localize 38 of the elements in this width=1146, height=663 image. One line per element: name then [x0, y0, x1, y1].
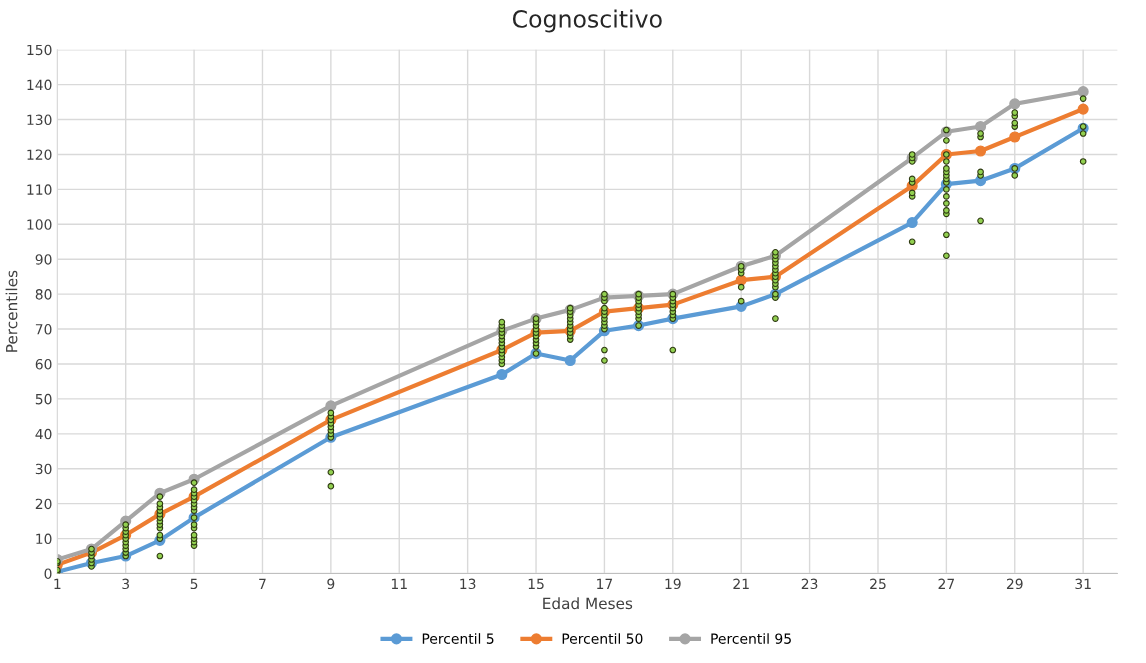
x-tick-label: 31: [1075, 578, 1091, 590]
x-tick-label: 11: [391, 578, 407, 589]
x-tick-label: 7: [259, 578, 266, 589]
x-tick-label: 9: [327, 578, 335, 590]
x-tick-label: 13: [460, 578, 476, 590]
y-tick-label: 20: [35, 498, 52, 510]
y-tick-label: 40: [35, 428, 52, 440]
x-tick-label: 15: [528, 578, 544, 590]
y-tick-label: 150: [27, 44, 52, 56]
y-tick-label: 120: [27, 149, 52, 160]
x-tick-label: 19: [665, 578, 681, 590]
y-tick-label: 30: [35, 463, 52, 475]
y-tick-label: 0: [44, 568, 52, 579]
y-tick-label: 130: [27, 114, 52, 126]
x-tick-label: 29: [1006, 578, 1023, 590]
x-tick-label: 1: [54, 578, 61, 589]
y-tick-label: 70: [35, 324, 52, 335]
legend-label: Percentil 5: [422, 633, 494, 644]
x-tick-label: 5: [190, 578, 198, 590]
x-axis-title: Edad Meses: [543, 597, 633, 610]
y-tick-label: 80: [35, 289, 52, 300]
x-tick-label: 3: [122, 578, 129, 590]
y-tick-label: 50: [35, 393, 52, 405]
y-tick-label: 140: [27, 79, 52, 91]
y-tick-label: 60: [35, 358, 52, 370]
chart-title: Cognoscitivo: [512, 9, 662, 33]
x-tick-label: 23: [801, 578, 818, 590]
y-axis-title: Percentiles: [5, 270, 18, 352]
x-tick-label: 17: [597, 578, 613, 589]
legend-label: Percentil 95: [711, 633, 791, 644]
y-tick-label: 100: [27, 219, 52, 230]
y-tick-label: 10: [36, 533, 52, 545]
legend-label: Percentil 50: [562, 633, 643, 644]
y-tick-label: 90: [35, 254, 52, 265]
x-tick-label: 21: [733, 578, 749, 589]
x-tick-label: 27: [938, 578, 955, 589]
y-tick-label: 110: [27, 184, 52, 195]
x-tick-label: 25: [870, 578, 886, 590]
